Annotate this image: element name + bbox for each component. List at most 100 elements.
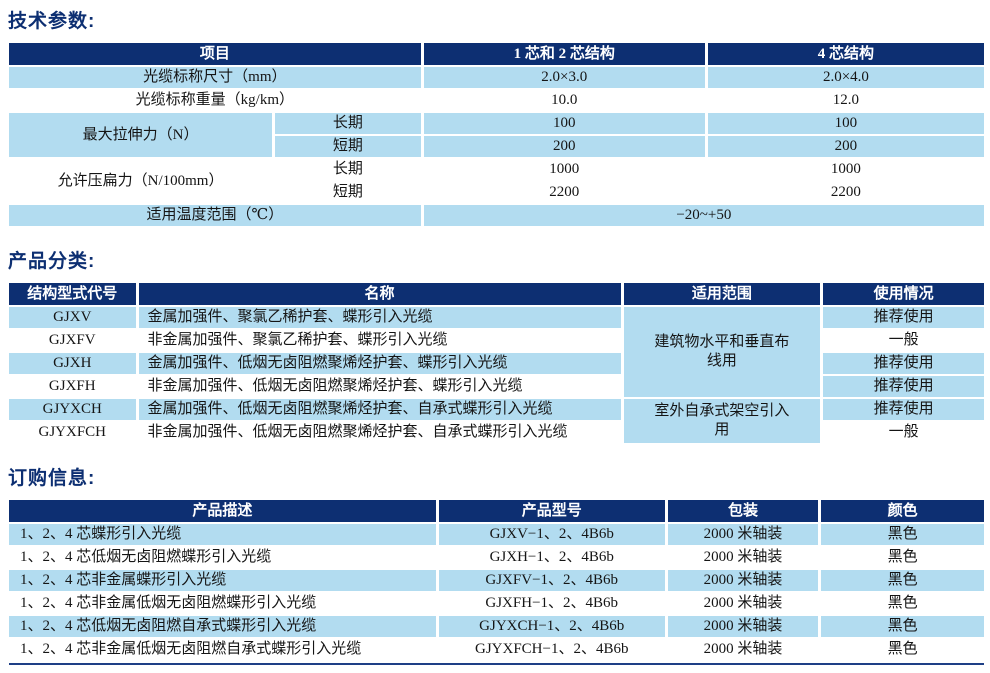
column-header-color: 颜色 <box>821 500 984 522</box>
row-label-temperature: 适用温度范围（℃） <box>9 205 421 226</box>
table-row-gjxfv: GJXFV 非金属加强件、聚氯乙稀护套、蝶形引入光缆 一般 <box>9 330 984 351</box>
cell-packing: 2000 米轴装 <box>667 524 819 545</box>
column-header-packing: 包装 <box>667 500 819 522</box>
classification-header-row: 结构型式代号 名称 适用范围 使用情况 <box>9 283 984 305</box>
cell-color: 黑色 <box>821 616 984 637</box>
value-weight-12core: 10.0 <box>423 90 705 111</box>
table-row-tension-short: 短期 200 200 <box>9 136 984 157</box>
column-header-item: 项目 <box>9 43 421 65</box>
column-header-product-description: 产品描述 <box>9 500 436 522</box>
table-row-order-1: 1、2、4 芯蝶形引入光缆 GJXV−1、2、4B6b 2000 米轴装 黑色 <box>9 524 984 545</box>
column-header-scope: 适用范围 <box>623 283 821 305</box>
value-crush-short-4core: 2200 <box>707 182 984 203</box>
ordering-table: 产品描述 产品型号 包装 颜色 1、2、4 芯蝶形引入光缆 GJXV−1、2、4… <box>6 498 987 662</box>
cell-product-description: 1、2、4 芯非金属低烟无卤阻燃蝶形引入光缆 <box>9 593 436 614</box>
row-label-crush: 允许压扁力（N/100mm） <box>9 159 273 203</box>
table-row-gjxh: GJXH 金属加强件、低烟无卤阻燃聚烯烃护套、蝶形引入光缆 推荐使用 <box>9 353 984 374</box>
cell-product-model: GJYXFCH−1、2、4B6b <box>438 639 665 660</box>
table-row-tension-long: 最大拉伸力（N） 长期 100 100 <box>9 113 984 157</box>
value-crush-short-12core: 2200 <box>423 182 705 203</box>
cell-name: 非金属加强件、低烟无卤阻燃聚烯烃护套、蝶形引入光缆 <box>138 376 621 397</box>
cell-usage: 推荐使用 <box>823 353 984 374</box>
cell-packing: 2000 米轴装 <box>667 547 819 568</box>
value-weight-4core: 12.0 <box>707 90 984 111</box>
section-title-ordering: 订购信息: <box>8 468 96 489</box>
cell-product-description: 1、2、4 芯低烟无卤阻燃自承式蝶形引入光缆 <box>9 616 436 637</box>
table-bottom-rule <box>9 663 984 665</box>
table-row-order-5: 1、2、4 芯低烟无卤阻燃自承式蝶形引入光缆 GJYXCH−1、2、4B6b 2… <box>9 616 984 637</box>
table-row-crush-short: 短期 2200 2200 <box>9 182 984 203</box>
row-label-tension: 最大拉伸力（N） <box>9 113 273 157</box>
value-tension-short-4core: 200 <box>707 136 984 157</box>
cell-color: 黑色 <box>821 547 984 568</box>
cell-product-description: 1、2、4 芯蝶形引入光缆 <box>9 524 436 545</box>
cell-name: 金属加强件、聚氯乙稀护套、蝶形引入光缆 <box>138 307 621 328</box>
cell-color: 黑色 <box>821 593 984 614</box>
column-header-usage: 使用情况 <box>823 283 984 305</box>
cell-usage: 推荐使用 <box>823 399 984 420</box>
cell-color: 黑色 <box>821 639 984 660</box>
cell-code: GJYXFCH <box>9 422 136 443</box>
cell-usage: 一般 <box>823 330 984 351</box>
cell-usage: 推荐使用 <box>823 307 984 328</box>
cell-product-model: GJYXCH−1、2、4B6b <box>438 616 665 637</box>
table-row-crush-long: 允许压扁力（N/100mm） 长期 1000 1000 <box>9 159 984 203</box>
row-label-weight: 光缆标称重量（kg/km） <box>9 90 421 111</box>
cell-code: GJXFV <box>9 330 136 351</box>
table-row-gjyxch: GJYXCH 金属加强件、低烟无卤阻燃聚烯烃护套、自承式蝶形引入光缆 室外自承式… <box>9 399 984 443</box>
cell-product-description: 1、2、4 芯非金属蝶形引入光缆 <box>9 570 436 591</box>
section-title-classification: 产品分类: <box>8 251 96 272</box>
table-row-order-2: 1、2、4 芯低烟无卤阻燃蝶形引入光缆 GJXH−1、2、4B6b 2000 米… <box>9 547 984 568</box>
cell-product-description: 1、2、4 芯低烟无卤阻燃蝶形引入光缆 <box>9 547 436 568</box>
sub-label-long-term: 长期 <box>275 113 421 134</box>
column-header-4-core: 4 芯结构 <box>707 43 984 65</box>
cell-packing: 2000 米轴装 <box>667 639 819 660</box>
table-row-order-3: 1、2、4 芯非金属蝶形引入光缆 GJXFV−1、2、4B6b 2000 米轴装… <box>9 570 984 591</box>
value-tension-short-12core: 200 <box>423 136 705 157</box>
cell-product-model: GJXH−1、2、4B6b <box>438 547 665 568</box>
value-size-4core: 2.0×4.0 <box>707 67 984 88</box>
table-row-gjxv: GJXV 金属加强件、聚氯乙稀护套、蝶形引入光缆 建筑物水平和垂直布线用 推荐使… <box>9 307 984 397</box>
cell-code: GJXFH <box>9 376 136 397</box>
cell-packing: 2000 米轴装 <box>667 616 819 637</box>
table-row-order-6: 1、2、4 芯非金属低烟无卤阻燃自承式蝶形引入光缆 GJYXFCH−1、2、4B… <box>9 639 984 660</box>
value-tension-long-4core: 100 <box>707 113 984 134</box>
cell-name: 金属加强件、低烟无卤阻燃聚烯烃护套、蝶形引入光缆 <box>138 353 621 374</box>
value-tension-long-12core: 100 <box>423 113 705 134</box>
table-row-size: 光缆标称尺寸（mm） 2.0×3.0 2.0×4.0 <box>9 67 984 88</box>
cell-usage: 推荐使用 <box>823 376 984 397</box>
column-header-structure-code: 结构型式代号 <box>9 283 136 305</box>
column-header-1-2-core: 1 芯和 2 芯结构 <box>423 43 705 65</box>
cell-color: 黑色 <box>821 524 984 545</box>
classification-table: 结构型式代号 名称 适用范围 使用情况 GJXV 金属加强件、聚氯乙稀护套、蝶形… <box>6 281 987 445</box>
cell-product-description: 1、2、4 芯非金属低烟无卤阻燃自承式蝶形引入光缆 <box>9 639 436 660</box>
column-header-name: 名称 <box>138 283 621 305</box>
scope-indoor-text: 建筑物水平和垂直布线用 <box>654 334 790 369</box>
table-row-weight: 光缆标称重量（kg/km） 10.0 12.0 <box>9 90 984 111</box>
table-row-order-4: 1、2、4 芯非金属低烟无卤阻燃蝶形引入光缆 GJXFH−1、2、4B6b 20… <box>9 593 984 614</box>
value-size-12core: 2.0×3.0 <box>423 67 705 88</box>
tech-header-row: 项目 1 芯和 2 芯结构 4 芯结构 <box>9 43 984 65</box>
cell-code: GJXV <box>9 307 136 328</box>
column-header-product-model: 产品型号 <box>438 500 665 522</box>
cell-packing: 2000 米轴装 <box>667 570 819 591</box>
value-crush-long-4core: 1000 <box>707 159 984 180</box>
cell-color: 黑色 <box>821 570 984 591</box>
row-label-size: 光缆标称尺寸（mm） <box>9 67 421 88</box>
cell-scope-indoor: 建筑物水平和垂直布线用 <box>623 307 821 397</box>
cell-code: GJYXCH <box>9 399 136 420</box>
value-crush-long-12core: 1000 <box>423 159 705 180</box>
value-temperature-range: −20~+50 <box>423 205 984 226</box>
sub-label-long-term: 长期 <box>275 159 421 180</box>
cell-name: 非金属加强件、低烟无卤阻燃聚烯烃护套、自承式蝶形引入光缆 <box>138 422 621 443</box>
tech-params-table: 项目 1 芯和 2 芯结构 4 芯结构 光缆标称尺寸（mm） 2.0×3.0 2… <box>6 41 987 228</box>
table-row-gjyxfch: GJYXFCH 非金属加强件、低烟无卤阻燃聚烯烃护套、自承式蝶形引入光缆 一般 <box>9 422 984 443</box>
cell-name: 金属加强件、低烟无卤阻燃聚烯烃护套、自承式蝶形引入光缆 <box>138 399 621 420</box>
cell-packing: 2000 米轴装 <box>667 593 819 614</box>
cell-product-model: GJXV−1、2、4B6b <box>438 524 665 545</box>
cell-scope-outdoor: 室外自承式架空引入用 <box>623 399 821 443</box>
cell-code: GJXH <box>9 353 136 374</box>
cell-product-model: GJXFH−1、2、4B6b <box>438 593 665 614</box>
sub-label-short-term: 短期 <box>275 182 421 203</box>
